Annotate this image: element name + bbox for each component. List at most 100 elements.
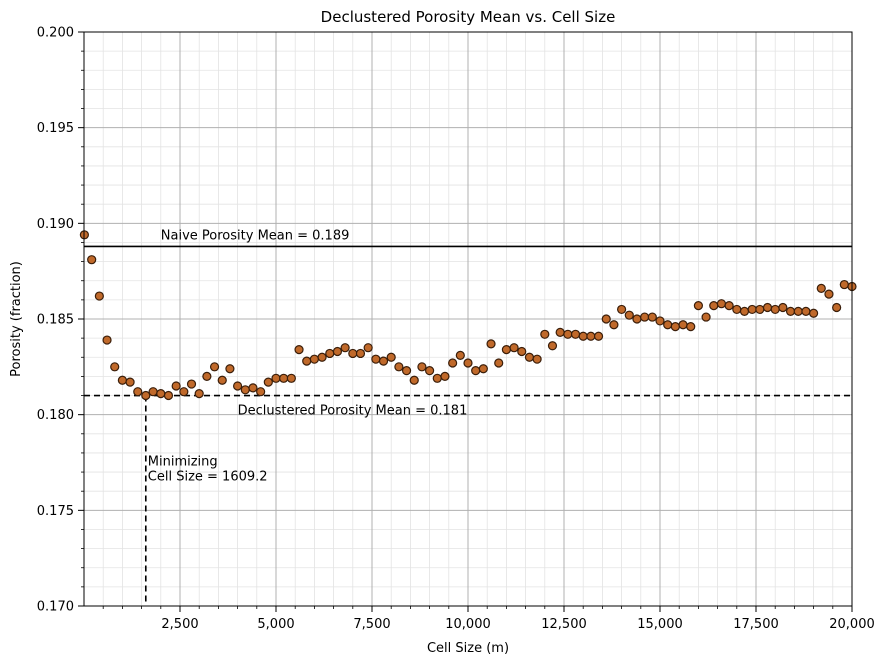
axis-ticks <box>78 31 853 612</box>
data-point <box>724 301 734 311</box>
data-point <box>125 377 135 387</box>
data-point <box>156 389 166 399</box>
data-point <box>732 304 742 315</box>
data-point <box>202 371 212 381</box>
y-tick-label: 0.175 <box>37 504 74 519</box>
data-point <box>432 373 442 383</box>
data-point <box>808 308 819 318</box>
data-point <box>256 387 266 397</box>
data-point <box>555 327 565 337</box>
x-tick-label: 17,500 <box>733 617 779 632</box>
data-point <box>578 331 588 341</box>
data-point <box>463 358 473 368</box>
data-point <box>839 279 849 290</box>
data-point <box>747 304 757 315</box>
naive-mean-annotation: Naive Porosity Mean = 0.189 <box>161 228 350 243</box>
data-point <box>340 343 350 353</box>
data-point <box>563 329 573 339</box>
data-point <box>248 383 258 393</box>
data-point <box>678 320 688 330</box>
y-tick-label: 0.195 <box>37 121 74 136</box>
data-point <box>801 306 811 316</box>
data-point <box>263 377 273 387</box>
tick-labels: 2,500 5,000 7,500 10,000 12,500 15,000 17,500 2… <box>37 26 875 633</box>
chart-title: Declustered Porosity Mean vs. Cell Size <box>321 8 616 26</box>
data-point <box>686 322 696 332</box>
data-point <box>102 335 112 345</box>
data-point <box>286 373 296 383</box>
data-point <box>309 354 319 364</box>
data-point <box>378 356 389 366</box>
data-point <box>94 291 104 301</box>
data-point <box>793 306 803 316</box>
data-point <box>501 345 511 355</box>
data-point <box>455 350 465 360</box>
data-point <box>770 304 780 315</box>
data-point <box>609 320 619 330</box>
data-point <box>570 329 581 339</box>
data-point <box>217 375 227 385</box>
data-point <box>148 387 158 397</box>
x-tick-label: 5,000 <box>257 617 294 632</box>
data-point <box>271 373 281 383</box>
data-point <box>517 346 527 357</box>
data-point <box>755 304 765 315</box>
data-point <box>117 375 128 385</box>
data-point <box>386 352 396 362</box>
data-point <box>586 331 596 341</box>
data-point <box>194 389 204 399</box>
x-tick-label: 12,500 <box>541 617 587 632</box>
data-point <box>670 322 680 332</box>
data-point <box>471 366 481 376</box>
data-point <box>693 301 704 311</box>
data-point <box>371 354 381 364</box>
data-point <box>832 302 842 313</box>
x-axis-title: Cell Size (m) <box>427 641 509 656</box>
y-axis-title: Porosity (fraction) <box>9 261 24 377</box>
data-point <box>417 362 427 372</box>
data-point <box>363 343 373 353</box>
data-point <box>547 341 558 351</box>
data-point <box>279 373 289 383</box>
data-point <box>110 362 120 372</box>
data-point <box>186 379 197 389</box>
y-tick-label: 0.200 <box>37 26 74 41</box>
data-point <box>240 385 250 395</box>
data-point <box>524 352 535 362</box>
x-tick-label: 7,500 <box>353 617 390 632</box>
data-points <box>79 230 857 401</box>
data-point <box>478 364 488 374</box>
x-tick-label: 15,000 <box>637 617 683 632</box>
data-point <box>494 358 504 368</box>
y-tick-label: 0.190 <box>37 217 74 232</box>
data-point <box>632 314 642 324</box>
x-tick-label: 20,000 <box>829 617 875 632</box>
data-point <box>163 390 174 401</box>
data-point <box>317 352 327 362</box>
data-point <box>302 356 312 366</box>
data-point <box>294 345 304 355</box>
data-point <box>663 320 673 330</box>
data-point <box>824 289 834 299</box>
data-point <box>739 306 750 316</box>
data-point <box>640 312 650 322</box>
minimizing-annotation-line1: Minimizing <box>148 455 218 470</box>
data-point <box>816 283 826 293</box>
data-point <box>448 358 458 368</box>
data-point <box>225 364 235 374</box>
data-point <box>785 306 796 316</box>
data-point <box>762 302 773 313</box>
data-point <box>647 312 657 322</box>
data-point <box>348 348 358 359</box>
data-point <box>440 371 450 381</box>
data-point <box>133 387 143 397</box>
data-point <box>655 316 665 326</box>
data-point <box>209 362 220 372</box>
data-point <box>593 331 604 341</box>
data-point <box>409 375 419 385</box>
y-tick-label: 0.170 <box>37 600 74 615</box>
data-point <box>532 354 542 364</box>
data-point <box>486 339 496 349</box>
data-point <box>394 362 404 372</box>
minimizing-annotation-line2: Cell Size = 1609.2 <box>148 470 268 485</box>
